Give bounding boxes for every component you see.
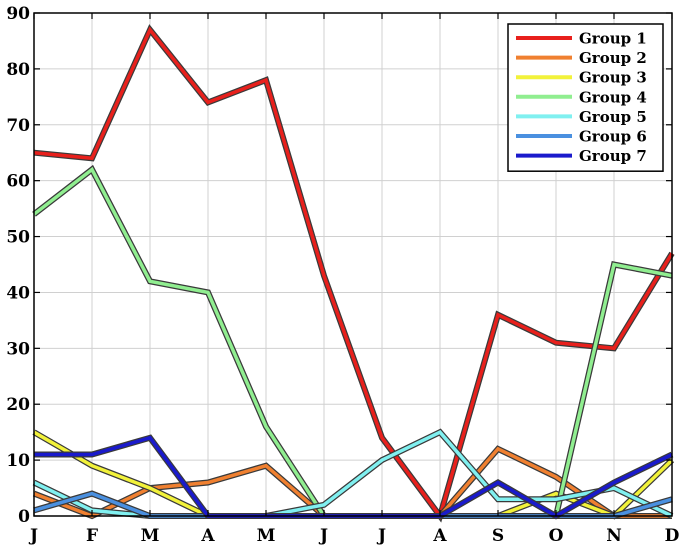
y-tick-label: 90 — [6, 4, 30, 24]
legend-label: Group 5 — [579, 108, 647, 126]
y-tick-label: 40 — [6, 283, 30, 303]
y-tick-label: 80 — [6, 60, 30, 80]
x-tick-label: D — [665, 526, 680, 546]
legend-item: Group 3 — [516, 69, 647, 87]
series-line — [33, 26, 674, 520]
y-tick-label: 10 — [6, 451, 30, 471]
legend-item: Group 7 — [516, 147, 647, 165]
legend-item: Group 1 — [516, 30, 647, 48]
legend-label: Group 1 — [579, 30, 647, 48]
series-line — [34, 435, 673, 519]
legend-item: Group 5 — [516, 108, 647, 126]
x-tick-label: N — [606, 526, 622, 546]
plot-frame — [33, 12, 673, 517]
legend-label: Group 6 — [579, 128, 647, 146]
y-tick-label: 20 — [6, 395, 30, 415]
x-tick-label: O — [549, 526, 564, 546]
y-tick-label: 50 — [6, 228, 30, 248]
x-tick-label: M — [141, 526, 160, 546]
y-tick-label: 0 — [18, 507, 30, 527]
y-tick-label: 30 — [6, 339, 30, 359]
legend-item: Group 2 — [516, 49, 647, 67]
series-1 — [33, 24, 675, 523]
x-tick-label: J — [376, 526, 386, 546]
legend-label: Group 3 — [579, 69, 647, 87]
x-tick-label: A — [200, 526, 215, 546]
series-7 — [34, 434, 674, 520]
y-tick-label: 70 — [6, 116, 30, 136]
x-tick-label: M — [257, 526, 276, 546]
x-tick-label: A — [432, 526, 447, 546]
x-tick-label: J — [28, 526, 38, 546]
legend-label: Group 2 — [579, 49, 647, 67]
legend-label: Group 4 — [579, 88, 647, 106]
x-tick-label: S — [492, 526, 504, 546]
y-axis-ticks: 0 10 20 30 40 50 60 70 80 90 — [6, 4, 672, 527]
y-tick-label: 60 — [6, 172, 30, 192]
legend-item: Group 4 — [516, 88, 647, 106]
legend-item: Group 6 — [516, 128, 647, 146]
legend-label: Group 7 — [579, 147, 647, 165]
x-tick-label: J — [318, 526, 328, 546]
x-tick-label: F — [86, 526, 98, 546]
